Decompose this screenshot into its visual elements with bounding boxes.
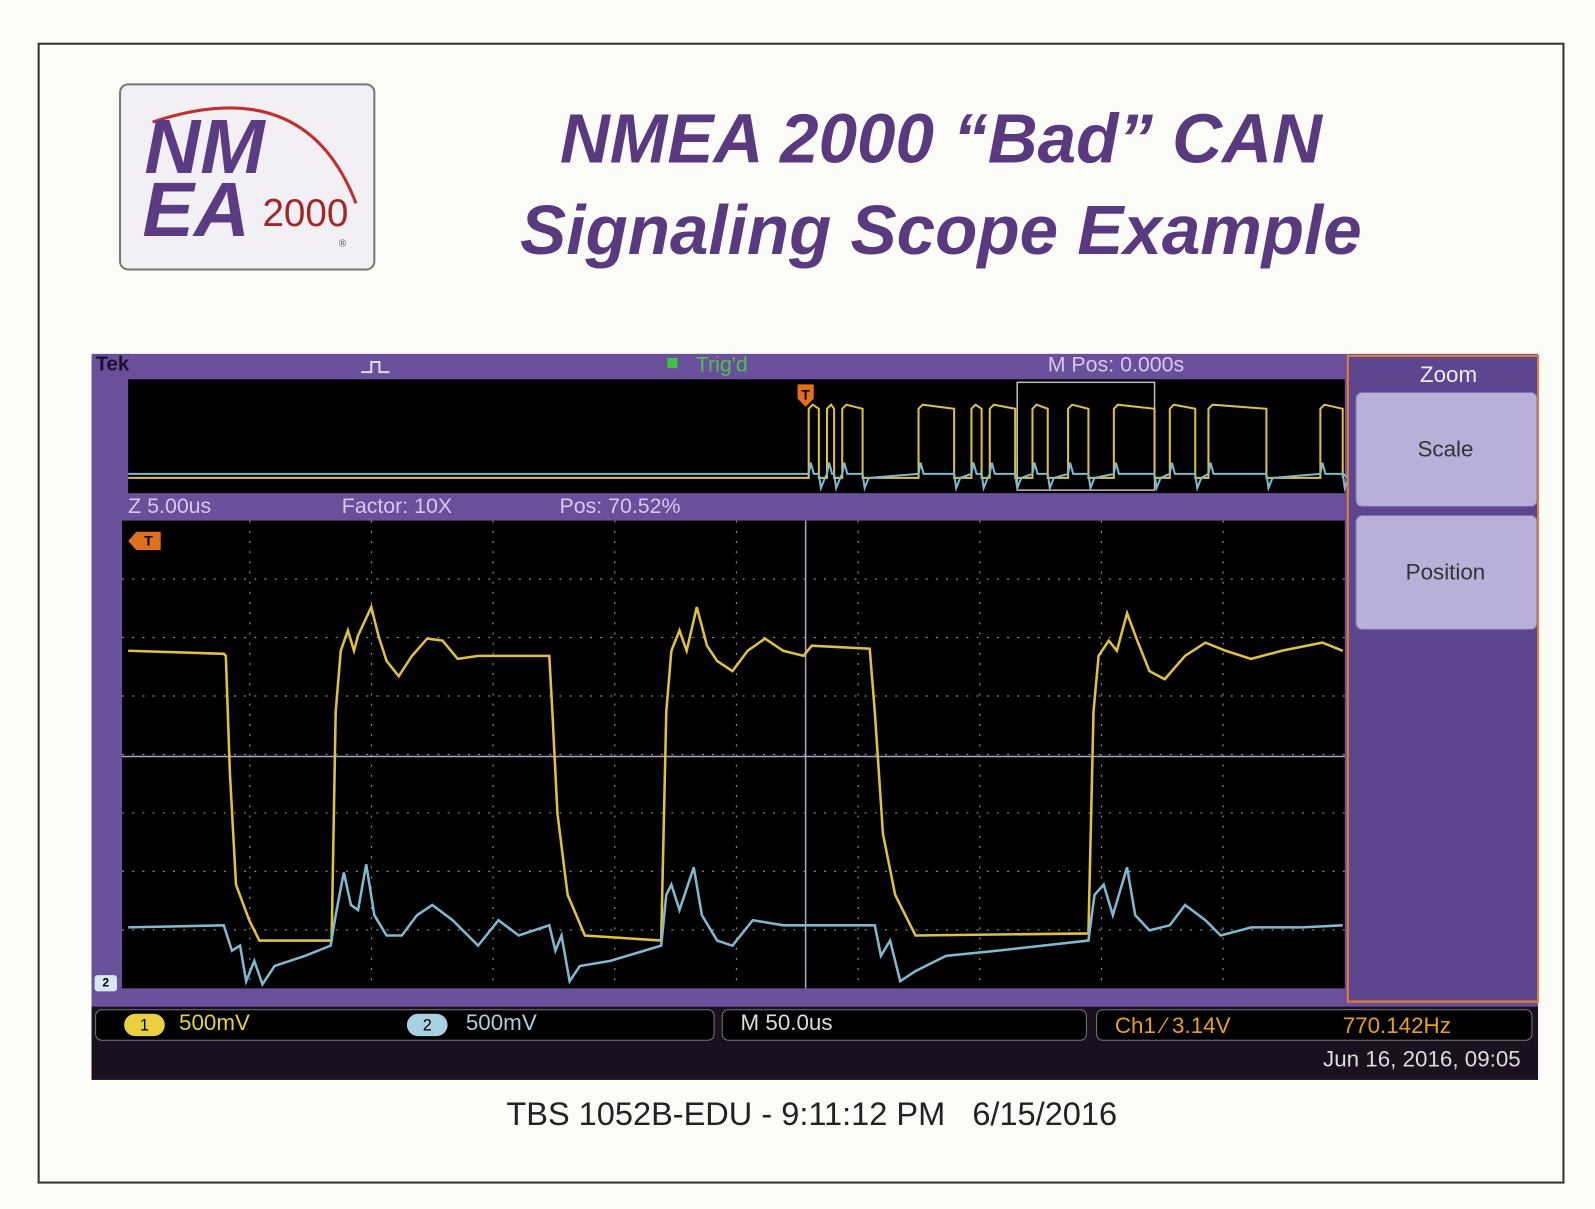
brand: Tek	[96, 353, 130, 375]
menu-title: Zoom	[1420, 362, 1477, 387]
logo-box	[119, 83, 376, 271]
ch2-scale: 500mV	[466, 1010, 537, 1035]
ch1-trace	[128, 603, 1344, 942]
ch2-trace	[128, 864, 1343, 988]
logo-mark: ®	[339, 239, 347, 250]
ch2-badge-shape	[406, 1013, 448, 1037]
main-position: M Pos: 0.000s	[1048, 353, 1184, 377]
ch1-scale: 500mV	[179, 1010, 250, 1035]
scope-screen: Tek Trig'd M Pos: 0.000s Z 5.00us Factor…	[91, 353, 1540, 1080]
menu-button[interactable]	[1355, 391, 1538, 507]
zoom-scale: Z 5.00us	[128, 494, 211, 518]
status-box	[95, 1009, 715, 1041]
menu-button-label[interactable]: Scale	[1417, 436, 1473, 461]
status-box	[721, 1009, 1087, 1041]
title-line: NMEA 2000 “Bad” CAN	[560, 100, 1324, 178]
frequency: 770.142Hz	[1343, 1013, 1451, 1038]
trigger-status: Trig'd	[696, 353, 748, 377]
trigger-icon	[361, 360, 390, 374]
datetime: Jun 16, 2016, 09:05	[1323, 1046, 1521, 1071]
menu-button[interactable]	[1355, 515, 1538, 630]
timebase: M 50.0us	[741, 1010, 833, 1035]
logo-top: NM	[144, 104, 266, 190]
title-line: Signaling Scope Example	[520, 191, 1362, 269]
logo-number: 2000	[262, 192, 348, 235]
ch2-badge: 2	[423, 1016, 432, 1034]
logo: NM EA 2000 ®	[119, 83, 376, 271]
trigger-level: Ch1 ⁄ 3.14V	[1115, 1013, 1231, 1038]
caption: TBS 1052B-EDU - 9:11:12 PM 6/15/2016	[506, 1096, 1117, 1132]
ch1-badge-shape	[124, 1013, 165, 1037]
trigger-marker: T	[144, 534, 153, 550]
ground-marker-shape	[94, 975, 117, 992]
trigger-marker-shape	[128, 531, 161, 551]
zoom-position: Pos: 70.52%	[559, 494, 680, 518]
status-box	[1096, 1009, 1533, 1041]
trigger-marker: T	[801, 387, 810, 403]
graticule	[122, 520, 1345, 989]
zoom-factor: Factor: 10X	[342, 494, 452, 518]
slide-frame	[37, 42, 1565, 1184]
overview-traces	[128, 403, 1351, 492]
trigger-marker-shape	[797, 384, 814, 407]
menu-button-label[interactable]: Position	[1406, 559, 1486, 584]
logo-arc	[152, 106, 358, 204]
trig-indicator	[667, 357, 678, 369]
overview-ch2-trace	[128, 462, 1351, 492]
logo-bottom: EA	[142, 167, 249, 253]
ground-marker: 2	[102, 975, 109, 989]
ch1-badge: 1	[140, 1016, 149, 1034]
